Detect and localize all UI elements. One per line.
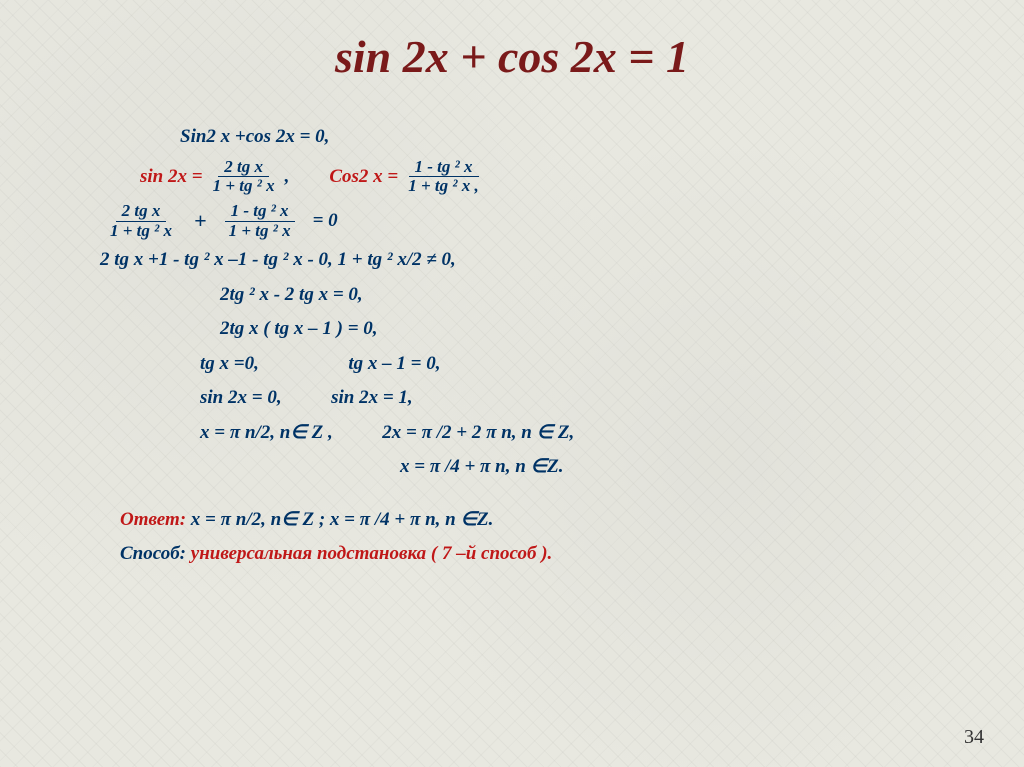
eq7b: tg x – 1 = 0, [348,353,440,374]
plus-sign: + [194,208,207,234]
answer-body: x = π n/2, n∈ Z ; x = π /4 + π n, n ∈Z. [191,509,494,530]
method-body: универсальная подстановка ( 7 –й способ … [191,543,553,564]
method-label: Способ: [120,543,191,564]
fraction-4: 1 - tg ² x 1 + tg ² x [223,202,297,240]
fraction-3: 2 tg x 1 + tg ² x [104,202,178,240]
equation-line-7: tg x =0, tg x – 1 = 0, [80,350,944,379]
answer-line: Ответ: x = π n/2, n∈ Z ; x = π /4 + π n,… [80,506,944,535]
eq7a: tg x =0, [200,353,259,374]
frac4-num: 1 - tg ² x [225,202,295,222]
equation-line-3: 2 tg x 1 + tg ² x + 1 - tg ² x 1 + tg ² … [80,202,944,240]
equation-line-2: sin 2x = 2 tg x 1 + tg ² x , Cos2 x = 1 … [80,158,944,196]
equation-line-8: sin 2x = 0, sin 2x = 1, [80,384,944,413]
frac3-den: 1 + tg ² x [104,222,178,241]
sin2x-label: sin 2x = [140,166,203,188]
frac3-num: 2 tg x [116,202,167,222]
frac2-num: 1 - tg ² x [409,158,479,178]
equation-line-5: 2tg ² x - 2 tg x = 0, [80,281,944,310]
answer-label: Ответ: [120,509,191,530]
fraction-2: 1 - tg ² x 1 + tg ² x , [402,158,485,196]
eq8a: sin 2x = 0, [200,387,282,408]
slide-title: sin 2x + cos 2x = 1 [80,30,944,83]
eq8b: sin 2x = 1, [331,387,413,408]
frac4-den: 1 + tg ² x [223,222,297,241]
equation-line-10: x = π /4 + π n, n ∈Z. [80,453,944,482]
slide: sin 2x + cos 2x = 1 Sin2 x +cos 2x = 0, … [0,0,1024,767]
equation-line-4: 2 tg x +1 - tg ² x –1 - tg ² x - 0, 1 + … [80,246,944,275]
fraction-1: 2 tg x 1 + tg ² x [207,158,281,196]
equation-line-1: Sin2 x +cos 2x = 0, [80,123,944,152]
cos2x-label: Cos2 x = [329,166,398,188]
eq9a: x = π n/2, n∈ Z , [200,422,333,443]
page-number: 34 [964,726,984,749]
eq9b: 2x = π /2 + 2 π n, n ∈ Z, [382,422,574,443]
comma-1: , [285,166,290,188]
method-line: Способ: универсальная подстановка ( 7 –й… [80,540,944,569]
equation-line-9: x = π n/2, n∈ Z , 2x = π /2 + 2 π n, n ∈… [80,419,944,448]
frac1-num: 2 tg x [218,158,269,178]
equation-line-6: 2tg x ( tg x – 1 ) = 0, [80,315,944,344]
equals-zero: = 0 [313,210,338,232]
frac1-den: 1 + tg ² x [207,177,281,196]
frac2-den: 1 + tg ² x , [402,177,485,196]
